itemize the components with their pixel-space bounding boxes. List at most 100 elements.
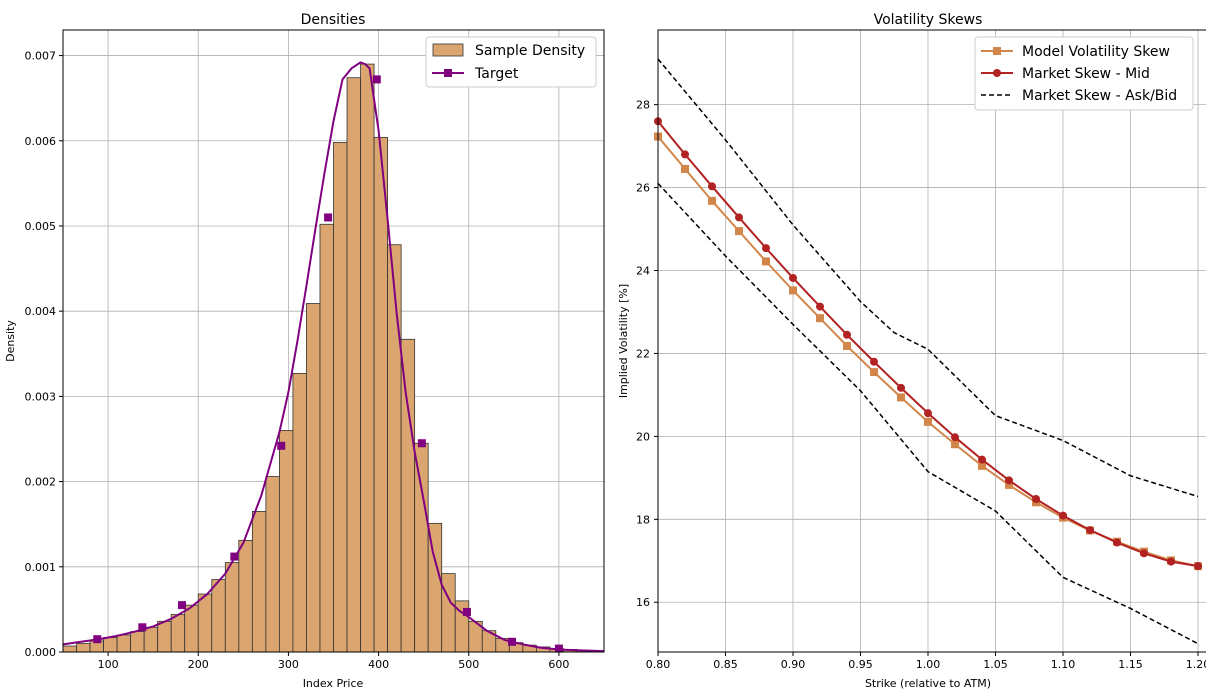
market-mid-marker bbox=[924, 409, 932, 418]
market-mid-marker bbox=[1005, 476, 1013, 485]
target-marker bbox=[462, 607, 471, 616]
histogram-bar bbox=[441, 573, 456, 653]
target-marker bbox=[372, 75, 381, 84]
model-skew-marker bbox=[762, 257, 770, 266]
x-tick-label: 0.90 bbox=[781, 658, 806, 671]
model-skew-marker bbox=[789, 286, 797, 295]
histogram-bar bbox=[278, 430, 294, 653]
model-skew-marker bbox=[978, 461, 986, 470]
model-skew-marker bbox=[735, 227, 743, 236]
market-mid-marker bbox=[681, 150, 689, 159]
model-skew-marker bbox=[924, 417, 932, 426]
y-tick-label: 0.006 bbox=[25, 135, 57, 148]
market-mid-marker bbox=[1059, 511, 1067, 520]
legend-swatch-model-marker bbox=[993, 47, 1001, 55]
x-tick-label: 600 bbox=[548, 658, 569, 671]
histogram-bar bbox=[373, 136, 389, 653]
histogram-bar bbox=[400, 338, 416, 653]
histogram-bar bbox=[62, 645, 77, 653]
x-tick-label: 1.05 bbox=[983, 658, 1008, 671]
x-tick-label: 1.10 bbox=[1051, 658, 1076, 671]
market-mid-marker bbox=[735, 213, 743, 222]
market-mid-marker bbox=[789, 273, 797, 282]
histogram-bar bbox=[319, 223, 334, 653]
askbid-lower-line bbox=[657, 182, 1199, 645]
model-skew-marker bbox=[681, 164, 689, 173]
x-tick-labels: 100 200 300 400 500 600 bbox=[98, 652, 569, 671]
market-mid-marker bbox=[1086, 526, 1094, 535]
histogram-bar bbox=[333, 142, 348, 653]
market-mid-marker bbox=[951, 433, 959, 442]
market-mid-marker bbox=[1167, 557, 1175, 566]
grid bbox=[657, 30, 1206, 652]
chart-title: Volatility Skews bbox=[874, 12, 983, 28]
x-tick-labels: 0.80 0.85 0.90 0.95 1.00 1.05 1.10 1.15 1.20 bbox=[646, 652, 1206, 671]
model-skew-marker bbox=[897, 393, 905, 402]
x-tick-label: 200 bbox=[188, 658, 209, 671]
y-tick-label: 0.001 bbox=[25, 561, 57, 574]
histogram-bar bbox=[130, 631, 145, 653]
x-tick-label: 0.80 bbox=[646, 658, 671, 671]
x-axis-label: Index Price bbox=[303, 677, 364, 690]
market-mid-marker bbox=[708, 182, 716, 191]
histogram-bar bbox=[251, 511, 267, 653]
y-tick-label: 0.005 bbox=[25, 220, 57, 233]
market-mid-marker bbox=[978, 455, 986, 464]
target-marker bbox=[138, 623, 147, 632]
y-axis-label: Density bbox=[4, 320, 17, 362]
y-tick-label: 0.002 bbox=[25, 476, 57, 489]
histogram-bar bbox=[306, 303, 321, 653]
histogram-bar bbox=[157, 620, 172, 653]
y-tick-label: 16 bbox=[636, 596, 650, 609]
histogram-bar bbox=[76, 643, 91, 653]
market-mid-marker bbox=[843, 330, 851, 339]
market-mid-marker bbox=[1032, 494, 1040, 503]
x-tick-label: 1.20 bbox=[1186, 658, 1206, 671]
legend-swatch-target-marker bbox=[444, 69, 452, 77]
histogram-bar bbox=[238, 539, 253, 653]
histogram-bar bbox=[116, 634, 132, 653]
x-tick-label: 1.15 bbox=[1118, 658, 1143, 671]
histogram-bar bbox=[184, 604, 199, 653]
y-tick-label: 24 bbox=[636, 265, 650, 278]
target-marker bbox=[324, 213, 333, 222]
target-line bbox=[62, 61, 605, 653]
legend-box bbox=[974, 36, 1194, 111]
market-mid-marker bbox=[762, 244, 770, 253]
histogram-bar bbox=[346, 77, 361, 653]
y-tick-label: 26 bbox=[636, 182, 650, 195]
x-tick-label: 100 bbox=[98, 658, 119, 671]
legend-swatch-mid-marker bbox=[993, 69, 1001, 77]
market-mid-marker bbox=[897, 383, 905, 392]
y-tick-label: 0.004 bbox=[25, 305, 57, 318]
volatility-panel: Volatility Skews 0.80 0.85 0.90 0.95 1.00 1.0… bbox=[617, 12, 1206, 690]
target-marker bbox=[277, 441, 286, 450]
y-tick-label: 20 bbox=[636, 430, 650, 443]
histogram-bar bbox=[197, 593, 213, 653]
target-marker bbox=[93, 635, 102, 644]
x-tick-label: 0.85 bbox=[713, 658, 738, 671]
x-tick-label: 500 bbox=[458, 658, 479, 671]
model-skew-marker bbox=[951, 440, 959, 449]
target-marker bbox=[554, 644, 563, 653]
target-marker bbox=[230, 552, 239, 561]
skew-lines bbox=[654, 58, 1202, 645]
legend-label-askbid: Market Skew - Ask/Bid bbox=[1022, 88, 1177, 104]
chart-title: Densities bbox=[301, 12, 366, 28]
target-curve bbox=[62, 61, 605, 653]
model-skew-marker bbox=[816, 314, 824, 323]
legend-label-sample-density: Sample Density bbox=[475, 43, 585, 59]
y-axis-label: Implied Volatility [%] bbox=[617, 284, 630, 398]
histogram-bar bbox=[265, 476, 280, 653]
model-skew-marker bbox=[843, 341, 851, 350]
target-marker bbox=[178, 601, 187, 610]
histogram-bars bbox=[62, 63, 605, 653]
y-tick-label: 0.003 bbox=[25, 390, 57, 403]
market-mid-marker bbox=[870, 357, 878, 366]
askbid-upper-line bbox=[657, 58, 1199, 498]
y-tick-labels: 0.000 0.001 0.002 0.003 0.004 0.005 0.006 0.007 bbox=[25, 50, 63, 659]
y-tick-labels: 16 18 20 22 24 26 28 bbox=[636, 99, 658, 609]
y-tick-label: 22 bbox=[636, 347, 650, 360]
legend-label-mid: Market Skew - Mid bbox=[1022, 66, 1150, 82]
